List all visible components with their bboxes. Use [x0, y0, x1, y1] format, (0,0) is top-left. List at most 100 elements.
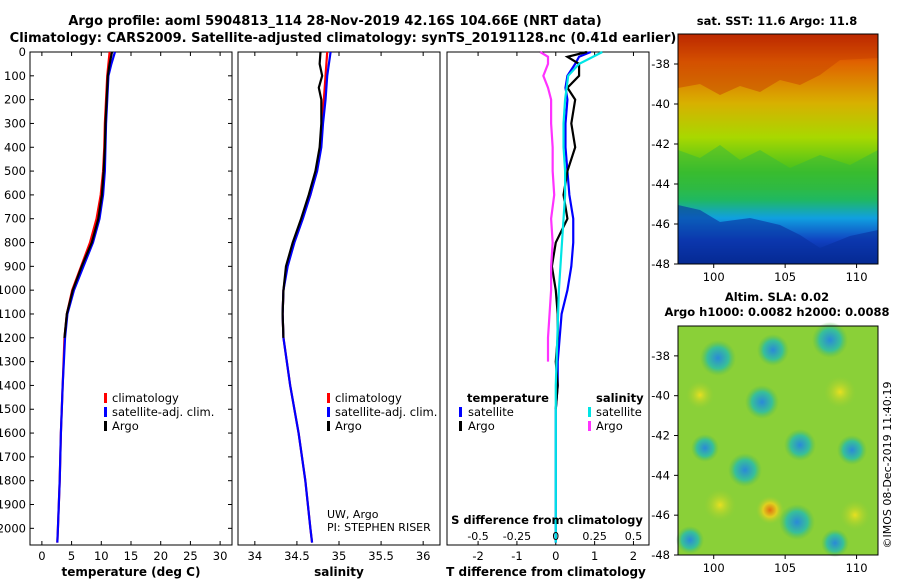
y-tick-label: -46	[651, 508, 670, 522]
legend-swatch-argo	[104, 421, 107, 431]
legend-label-satellite: satellite-adj. clim.	[335, 405, 437, 419]
series-line-satellite-adj-clim-	[281, 51, 332, 543]
y-tick-label: -48	[651, 257, 670, 271]
x-tick-label: 5	[68, 549, 75, 563]
legend-swatch-argo	[327, 421, 330, 431]
x-tick-label: 10	[94, 549, 109, 563]
y-tick-label: 300	[4, 116, 26, 130]
y-tick-label: -46	[651, 217, 670, 231]
salinity-xlabel: salinity	[314, 565, 364, 579]
temperature-axes-box	[29, 51, 233, 546]
x-tick-label: 110	[846, 270, 868, 284]
y-tick-label: -38	[651, 349, 670, 363]
temperature-legend: climatology satellite-adj. clim. Argo	[104, 391, 214, 433]
x-tick-label: 100	[703, 270, 725, 284]
legend-swatch-climatology	[104, 393, 107, 403]
s-tick-label: -0.25	[503, 530, 531, 543]
sla-eddy	[700, 340, 736, 376]
difference-legend: temperature satellite Argo salinity sate…	[459, 391, 644, 433]
series-line-argo	[281, 51, 324, 338]
sla-map-title-1: Altim. SLA: 0.02	[725, 290, 829, 304]
legend-label-climatology: climatology	[112, 391, 179, 405]
y-tick-label: 1600	[0, 426, 26, 440]
y-tick-label: 400	[4, 140, 26, 154]
y-tick-label: -44	[651, 177, 670, 191]
x-tick-label: 30	[213, 549, 228, 563]
sla-eddy	[757, 334, 789, 366]
x-tick-label: -1	[511, 549, 522, 563]
legend-label-s-argo: Argo	[596, 419, 623, 433]
salinity-legend: climatology satellite-adj. clim. Argo	[327, 391, 437, 433]
y-tick-label: -42	[651, 137, 670, 151]
y-tick-label: 1500	[0, 402, 26, 416]
legend-label-t-argo: Argo	[468, 419, 495, 433]
x-tick-label: 34.5	[284, 549, 310, 563]
temperature-lines	[56, 51, 117, 543]
y-tick-label: 100	[4, 69, 26, 83]
y-tick-label: 1900	[0, 498, 26, 512]
salinity-axes: 34 34.5 35 35.5 36	[248, 52, 431, 563]
legend-title-temperature: temperature	[467, 391, 549, 405]
salinity-lines	[281, 51, 332, 543]
sst-map-axes: 100 105 110 -38 -40 -42 -44 -46 -48	[651, 57, 867, 284]
y-tick-label: -44	[651, 468, 670, 482]
temperature-xlabel: temperature (deg C)	[62, 565, 201, 579]
sla-eddy	[686, 381, 714, 409]
s-tick-label: 0	[552, 530, 559, 543]
x-tick-label: 0	[38, 549, 45, 563]
legend-swatch-t-satellite	[459, 407, 462, 417]
sla-map-axes: 100 105 110 -38 -40 -42 -44 -46 -48	[651, 349, 867, 575]
y-tick-label: -48	[651, 548, 670, 562]
legend-swatch-satellite	[327, 407, 330, 417]
y-tick-label: -38	[651, 57, 670, 71]
legend-swatch-s-satellite	[588, 407, 591, 417]
sst-cold-region	[678, 205, 878, 264]
y-tick-label: 700	[4, 212, 26, 226]
x-tick-label: 105	[774, 561, 796, 575]
y-tick-label: 1700	[0, 450, 26, 464]
y-tick-label: 1400	[0, 378, 26, 392]
y-tick-label: 500	[4, 164, 26, 178]
y-tick-label: 600	[4, 188, 26, 202]
temperature-panel: 0100200300400500600700800900100011001200…	[0, 45, 233, 579]
y-tick-label: 1200	[0, 331, 26, 345]
legend-title-salinity: salinity	[596, 391, 644, 405]
difference-panel: -2 -1 0 1 2 temperature satellite Argo salin…	[446, 50, 650, 579]
sla-eddy	[676, 526, 704, 554]
imos-credit: ©IMOS 08-Dec-2019 11:40:19	[881, 382, 894, 549]
legend-label-s-satellite: satellite	[596, 405, 642, 419]
x-tick-label: 34	[248, 549, 263, 563]
legend-label-argo: Argo	[335, 419, 362, 433]
sla-eddy	[728, 453, 762, 487]
sla-eddy	[840, 500, 870, 530]
difference-axes: -2 -1 0 1 2	[472, 52, 637, 563]
sla-map-frame	[677, 325, 879, 556]
sla-eddy	[756, 496, 784, 524]
legend-swatch-s-argo	[588, 421, 591, 431]
legend-label-climatology: climatology	[335, 391, 402, 405]
sst-green-band	[678, 145, 878, 190]
x-tick-label: 15	[124, 549, 139, 563]
legend-label-argo: Argo	[112, 419, 139, 433]
sla-map-panel: Altim. SLA: 0.02 Argo h1000: 0.0082 h200…	[651, 290, 889, 575]
difference-lines	[539, 50, 603, 543]
series-line-argo	[63, 51, 114, 338]
x-tick-label: 36	[416, 549, 431, 563]
temperature-axes: 0100200300400500600700800900100011001200…	[0, 45, 232, 563]
sla-eddy	[812, 322, 848, 358]
x-tick-label: 20	[153, 549, 168, 563]
x-tick-label: 105	[774, 270, 796, 284]
sst-map-title: sat. SST: 11.6 Argo: 11.8	[697, 14, 857, 28]
y-tick-label: 1800	[0, 474, 26, 488]
legend-label-t-satellite: satellite	[468, 405, 514, 419]
y-tick-label: 200	[4, 93, 26, 107]
sla-eddy	[745, 385, 779, 419]
t-difference-xlabel: T difference from climatology	[446, 565, 646, 579]
y-tick-label: 1000	[0, 283, 26, 297]
sst-map-panel: sat. SST: 11.6 Argo: 11.8 100 105 110 -38 -4…	[651, 14, 879, 284]
sst-map-frame	[677, 33, 879, 265]
sla-eddy	[704, 489, 736, 521]
x-tick-label: -2	[472, 549, 483, 563]
sla-eddy	[821, 529, 849, 557]
